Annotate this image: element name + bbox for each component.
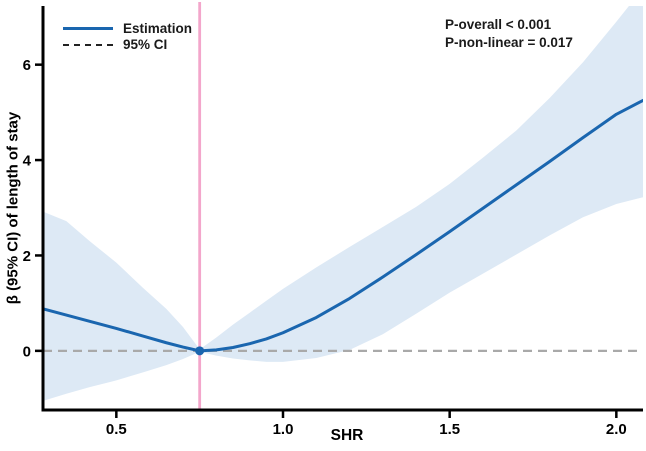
- x-axis-title: SHR: [330, 427, 364, 444]
- x-tick-label: 1.0: [273, 421, 294, 438]
- p-non-linear-text: P-non-linear = 0.017: [445, 35, 573, 50]
- y-tick-label: 2: [23, 248, 31, 265]
- x-tick-label: 0.5: [106, 421, 127, 438]
- estimation-line-sample: [63, 27, 113, 30]
- y-tick-label: 4: [23, 153, 32, 170]
- p-value-annotations: P-overall < 0.001 P-non-linear = 0.017: [445, 16, 573, 52]
- p-overall-text: P-overall < 0.001: [445, 17, 552, 32]
- x-tick-label: 2.0: [606, 421, 627, 438]
- ci-line-sample: [63, 43, 113, 46]
- x-tick-label: 1.5: [439, 421, 460, 438]
- legend-item-ci: 95% CI: [63, 37, 192, 52]
- y-tick-label: 6: [23, 57, 31, 74]
- legend: Estimation 95% CI: [63, 21, 192, 53]
- reference-point-dot: [195, 346, 205, 356]
- estimation-curve: [43, 98, 643, 353]
- legend-item-estimation: Estimation: [63, 21, 192, 36]
- y-tick-label: 0: [23, 343, 31, 360]
- legend-label-ci: 95% CI: [123, 37, 168, 52]
- y-axis-title: β (95% CI) of length of stay: [4, 111, 22, 305]
- legend-label-estimation: Estimation: [123, 21, 193, 36]
- ci-band: [43, 6, 643, 401]
